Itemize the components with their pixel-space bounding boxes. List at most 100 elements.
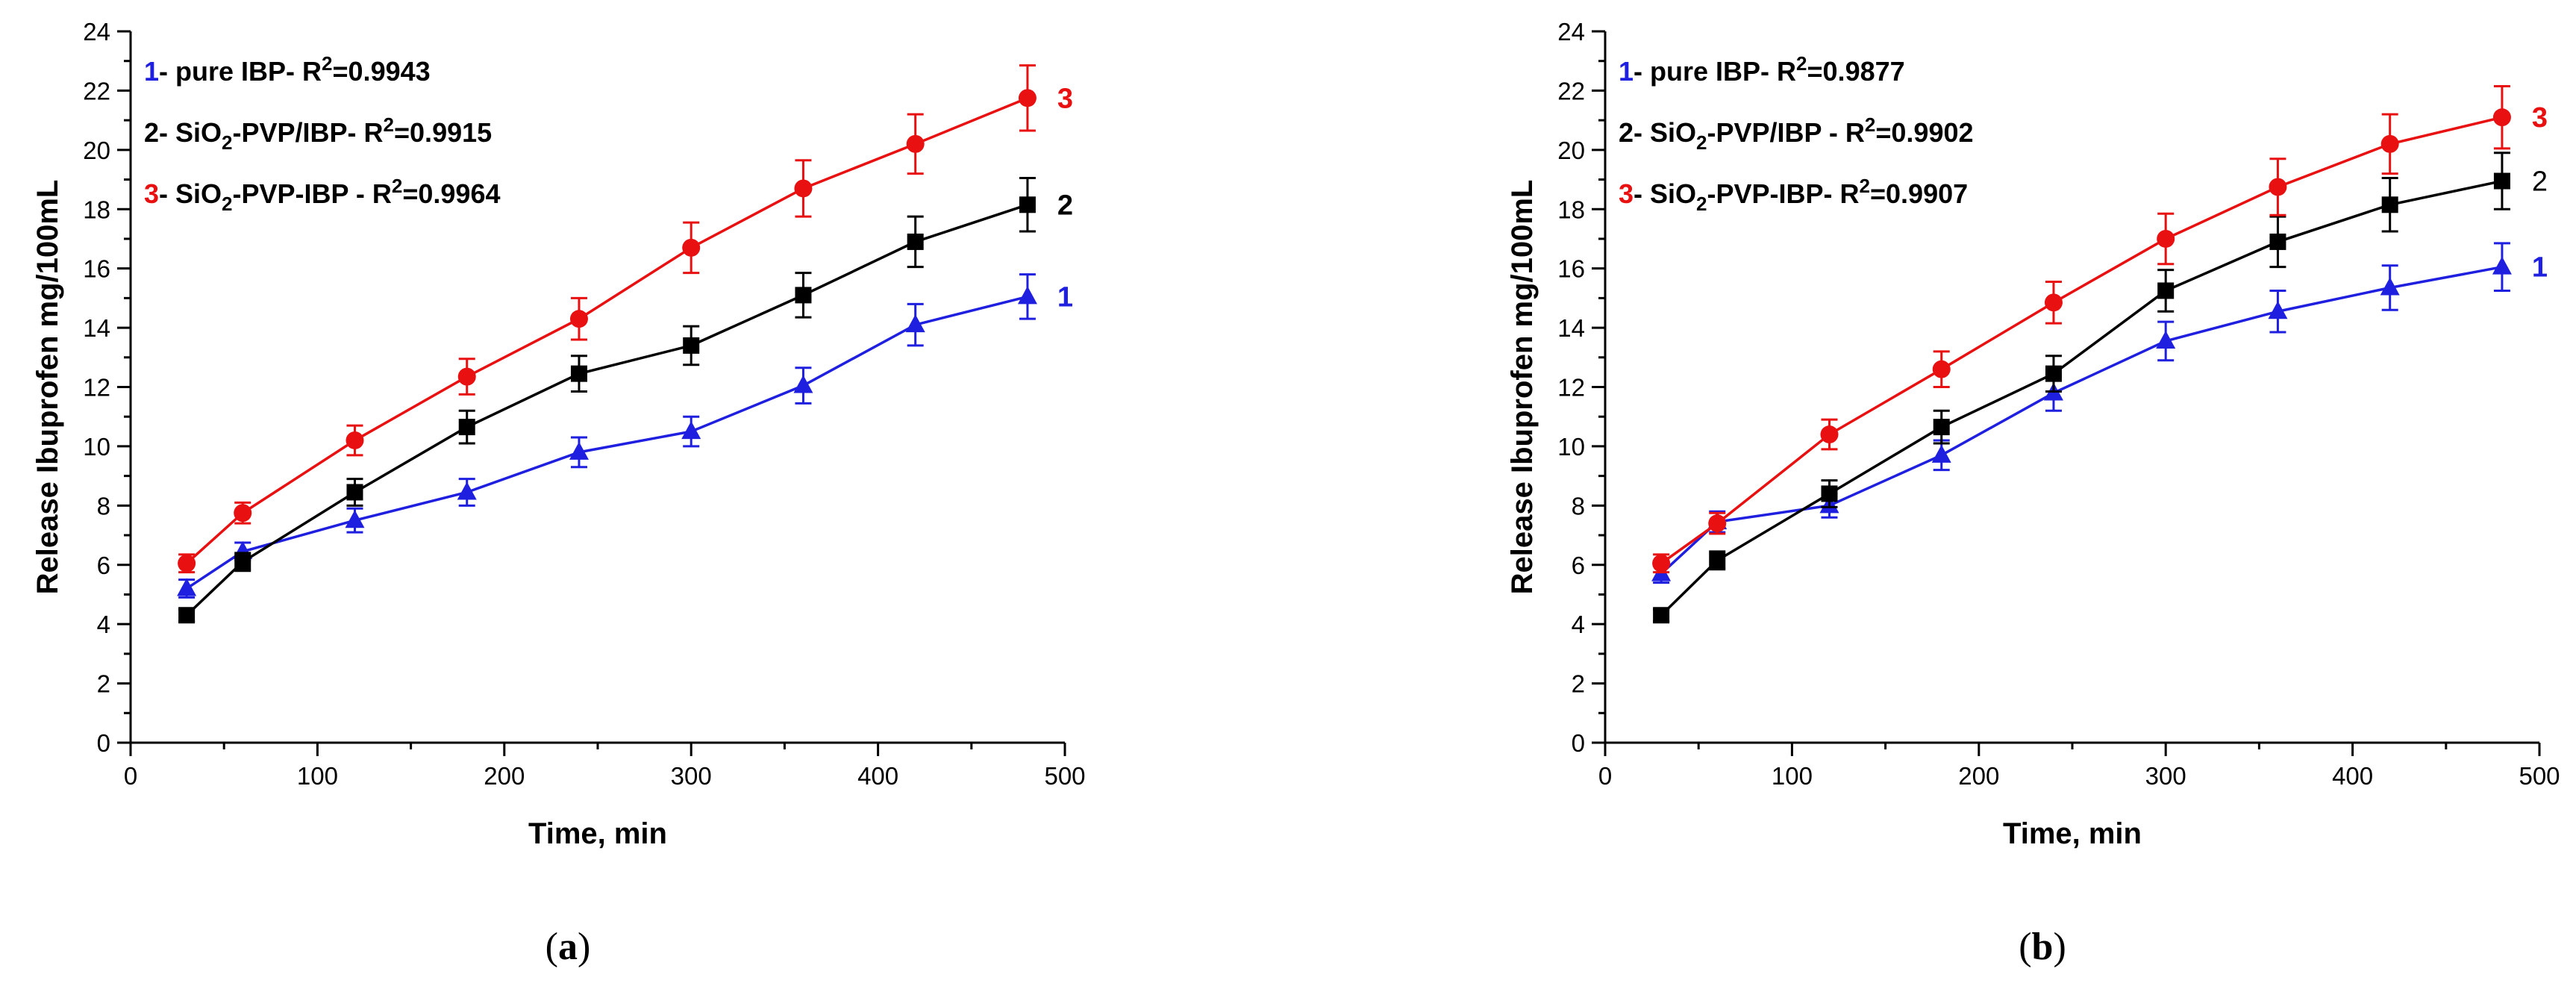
- legend-text: - pure IBP- R: [159, 56, 322, 87]
- y-tick-label: 2: [1572, 670, 1585, 698]
- series-2: 2: [1653, 152, 2548, 624]
- series-line: [1660, 265, 2503, 575]
- data-point-circle: [2157, 229, 2175, 248]
- data-point-square: [178, 607, 196, 624]
- data-point-square: [1933, 419, 1950, 436]
- data-point-square: [2269, 233, 2286, 250]
- y-tick-label: 18: [83, 196, 110, 223]
- legend-subscript: 2: [222, 131, 232, 154]
- y-tick-label: 14: [1557, 314, 1585, 342]
- data-point-triangle: [2268, 301, 2288, 319]
- y-tick-label: 20: [83, 137, 110, 164]
- y-tick-label: 24: [83, 18, 110, 46]
- x-tick-label: 300: [2145, 762, 2186, 790]
- y-tick-label: 10: [1557, 433, 1585, 461]
- y-tick-label: 24: [1557, 18, 1585, 46]
- data-point-square: [1821, 485, 1838, 502]
- data-point-square: [907, 233, 924, 250]
- data-point-circle: [2269, 178, 2287, 196]
- y-tick-label: 14: [83, 314, 110, 342]
- legend-value: =0.9964: [402, 178, 500, 209]
- caption-paren: ): [2053, 926, 2066, 968]
- x-tick-label: 100: [1772, 762, 1813, 790]
- data-point-circle: [1932, 360, 1951, 378]
- data-point-circle: [2492, 108, 2511, 127]
- data-point-circle: [1820, 425, 1839, 444]
- data-point-triangle: [1017, 286, 1037, 305]
- y-tick-label: 16: [1557, 255, 1585, 283]
- data-point-square: [2493, 172, 2510, 190]
- data-point-square: [683, 337, 700, 354]
- data-point-triangle: [457, 481, 477, 500]
- series-end-label: 2: [1057, 190, 1073, 221]
- y-tick-label: 16: [83, 255, 110, 283]
- data-point-triangle: [345, 510, 365, 528]
- data-point-circle: [2044, 293, 2063, 312]
- legend-number: 1: [1619, 56, 1634, 87]
- legend-text: -PVP/IBP - R: [1707, 117, 1865, 148]
- legend-value: =0.9943: [333, 56, 431, 87]
- y-tick-label: 4: [1572, 611, 1585, 638]
- data-point-square: [1653, 607, 1670, 624]
- legend-text: - SiO: [159, 178, 222, 209]
- data-point-circle: [178, 554, 196, 573]
- data-point-square: [570, 365, 587, 382]
- y-tick-label: 0: [1572, 729, 1585, 757]
- legend-entry: 2- SiO2-PVP/IBP - R2=0.9902: [1619, 113, 1974, 154]
- panel-caption: (a): [545, 926, 591, 968]
- series-1: 1: [1651, 242, 2548, 584]
- legend-number: 3: [144, 178, 159, 209]
- x-tick-label: 200: [1958, 762, 1999, 790]
- legend-superscript: 2: [1860, 175, 1870, 197]
- y-tick-label: 6: [97, 552, 110, 579]
- legend-number: 2: [144, 117, 159, 148]
- legend-value: =0.9902: [1875, 117, 1973, 148]
- x-tick-label: 500: [2519, 762, 2560, 790]
- data-point-square: [1709, 552, 1726, 569]
- legend-value: =0.9877: [1807, 56, 1905, 87]
- caption-letter: a: [558, 926, 578, 968]
- legend-entry: 2- SiO2-PVP/IBP- R2=0.9915: [144, 113, 492, 154]
- data-point-square: [1019, 196, 1036, 213]
- x-tick-label: 500: [1044, 762, 1085, 790]
- series-line: [186, 295, 1028, 590]
- y-tick-label: 0: [97, 729, 110, 757]
- series-line: [1660, 179, 2503, 617]
- legend-text: - SiO: [1634, 117, 1696, 148]
- y-tick-label: 8: [97, 492, 110, 520]
- data-point-circle: [1652, 554, 1671, 573]
- legend-entry: 3- SiO2-PVP-IBP - R2=0.9964: [144, 175, 501, 215]
- data-point-triangle: [1931, 444, 1951, 463]
- y-tick-label: 22: [1557, 77, 1585, 104]
- y-tick-label: 2: [97, 670, 110, 698]
- x-tick-label: 0: [124, 762, 137, 790]
- legend-number: 3: [1619, 178, 1634, 209]
- series-2: 2: [178, 177, 1073, 624]
- legend-number: 2: [1619, 117, 1634, 148]
- legend-entry: 1- pure IBP- R2=0.9943: [144, 52, 431, 87]
- data-point-square: [795, 287, 812, 304]
- data-point-circle: [346, 431, 364, 449]
- legend-number: 1: [144, 56, 159, 87]
- legend-entry: 3- SiO2-PVP-IBP- R2=0.9907: [1619, 175, 1968, 215]
- legend-text: -PVP-IBP - R: [233, 178, 392, 209]
- y-tick-label: 12: [83, 374, 110, 402]
- data-point-square: [458, 419, 475, 436]
- y-axis-title: Release Ibuprofen mg/100mL: [31, 180, 64, 595]
- data-point-square: [2381, 196, 2398, 213]
- x-tick-label: 200: [484, 762, 525, 790]
- caption-paren: (: [545, 926, 558, 968]
- data-point-circle: [794, 179, 813, 198]
- legend-subscript: 2: [222, 193, 232, 215]
- series-end-label: 1: [2532, 252, 2548, 284]
- data-point-triangle: [681, 421, 701, 440]
- data-point-circle: [234, 504, 252, 522]
- y-tick-label: 20: [1557, 137, 1585, 164]
- series-line: [185, 96, 1028, 565]
- y-tick-label: 6: [1572, 552, 1585, 579]
